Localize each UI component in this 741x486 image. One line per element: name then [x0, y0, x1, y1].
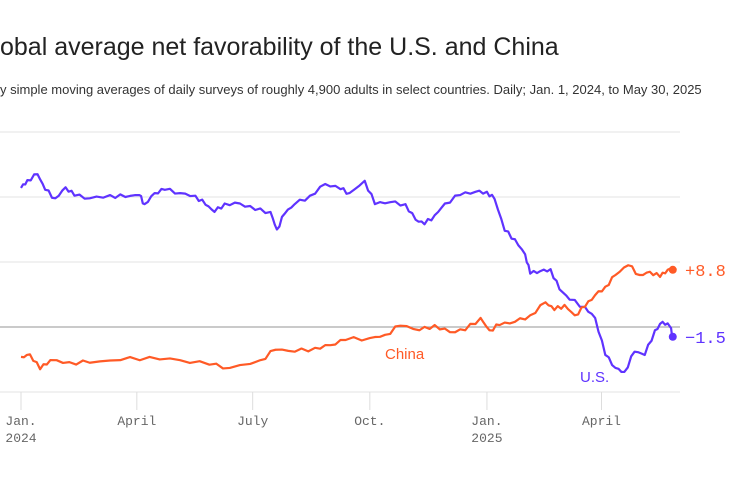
series-label-china: China — [385, 346, 425, 363]
series-line-china — [20, 264, 674, 371]
x-tick-label: Jan. — [471, 414, 502, 429]
end-point-marker — [668, 332, 677, 341]
end-value-label: +8.8 — [685, 263, 726, 282]
end-point-marker — [668, 265, 677, 274]
x-tick-label: Jan. — [5, 414, 36, 429]
series-line-us — [20, 173, 674, 374]
x-tick-label: April — [582, 414, 621, 429]
x-tick-label: July — [237, 414, 268, 429]
x-tick-label: Oct. — [354, 414, 385, 429]
chart-title: obal average net favorability of the U.S… — [0, 33, 559, 61]
chart-subtitle: y simple moving averages of daily survey… — [0, 82, 702, 97]
series-label-us: U.S. — [580, 369, 609, 386]
x-tick-year: 2024 — [5, 431, 36, 446]
x-tick-label: April — [117, 414, 156, 429]
end-value-label: −1.5 — [685, 330, 726, 349]
x-tick-year: 2025 — [471, 431, 502, 446]
